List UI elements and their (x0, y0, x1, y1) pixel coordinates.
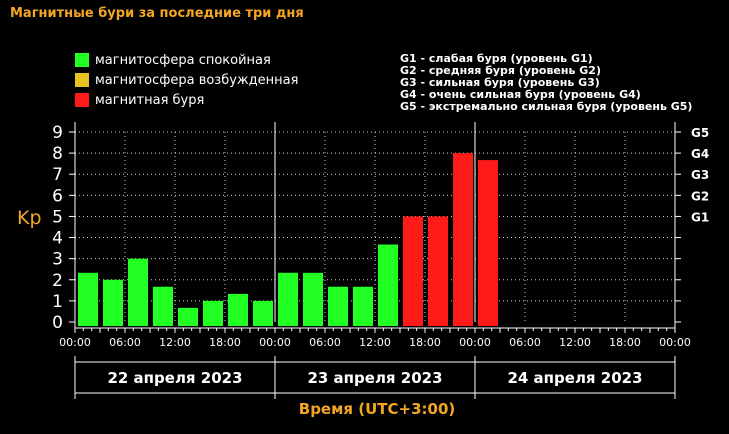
day-label: 24 апреля 2023 (507, 369, 642, 387)
g-axis-label: G2 (691, 189, 709, 203)
kp-bar (328, 286, 348, 326)
kp-bar (428, 216, 448, 326)
bars-group (78, 153, 498, 326)
kp-bar (228, 293, 248, 326)
kp-bar (403, 216, 423, 326)
y-tick-label: 7 (52, 165, 63, 185)
x-tick-label: 00:00 (259, 336, 291, 349)
legend-swatch-excited (75, 73, 89, 87)
g-legend-g4: G4 - очень сильная буря (уровень G4) (400, 88, 641, 101)
y-tick-label: 3 (52, 250, 63, 270)
g-axis-label: G3 (691, 168, 709, 182)
y-axis-title: Kp (17, 207, 42, 229)
legend-swatch-storm (75, 93, 89, 107)
x-tick-label: 06:00 (309, 336, 341, 349)
y-tick-label: 4 (52, 229, 63, 249)
x-axis-title: Время (UTC+3:00) (299, 400, 455, 418)
legend-item-calm: магнитосфера спокойная (75, 52, 271, 68)
kp-bar (203, 300, 223, 326)
kp-bar (378, 244, 398, 326)
kp-bar (278, 272, 298, 326)
x-tick-label: 18:00 (609, 336, 641, 349)
x-tick-label: 06:00 (109, 336, 141, 349)
g-axis-label: G1 (691, 210, 709, 224)
grid (75, 122, 675, 322)
y-tick-label: 9 (52, 123, 63, 143)
x-tick-label: 18:00 (409, 336, 441, 349)
legend-label-calm: магнитосфера спокойная (95, 52, 271, 68)
x-tick-label: 00:00 (459, 336, 491, 349)
legend-label-storm: магнитная буря (95, 92, 205, 108)
x-tick-label: 12:00 (359, 336, 391, 349)
kp-bar (353, 286, 373, 326)
legend-item-excited: магнитосфера возбужденная (75, 72, 298, 88)
axes (69, 122, 681, 399)
g-axis-label: G4 (691, 147, 709, 161)
day-label: 22 апреля 2023 (107, 369, 242, 387)
legend-swatch-calm (75, 53, 89, 67)
y-tick-label: 8 (52, 144, 63, 164)
chart-title: Магнитные бури за последние три дня (10, 6, 304, 21)
kp-bar (478, 160, 498, 326)
y-tick-label: 2 (52, 271, 63, 291)
g-legend-g2: G2 - средняя буря (уровень G2) (400, 64, 601, 77)
kp-bar (128, 258, 148, 326)
x-tick-label: 18:00 (209, 336, 241, 349)
day-label: 23 апреля 2023 (307, 369, 442, 387)
y-tick-label: 6 (52, 186, 63, 206)
kp-bar (303, 272, 323, 326)
y-tick-label: 1 (52, 292, 63, 312)
y-tick-label: 5 (52, 207, 63, 227)
x-tick-label: 06:00 (509, 336, 541, 349)
x-tick-label: 12:00 (159, 336, 191, 349)
kp-bar (103, 279, 123, 326)
kp-bar (253, 300, 273, 326)
kp-bar (78, 272, 98, 326)
kp-bar (178, 307, 198, 326)
y-tick-label: 0 (52, 313, 63, 333)
legend-item-storm: магнитная буря (75, 92, 204, 108)
g-legend-g3: G3 - сильная буря (уровень G3) (400, 76, 600, 89)
x-tick-label: 00:00 (659, 336, 691, 349)
g-legend-g1: G1 - слабая буря (уровень G1) (400, 52, 593, 65)
legend-label-excited: магнитосфера возбужденная (95, 72, 299, 88)
x-tick-label: 00:00 (59, 336, 91, 349)
x-tick-label: 12:00 (559, 336, 591, 349)
kp-bar (453, 153, 473, 326)
kp-bar (153, 286, 173, 326)
g-axis-label: G5 (691, 126, 709, 140)
g-legend-g5: G5 - экстремально сильная буря (уровень … (400, 100, 693, 113)
